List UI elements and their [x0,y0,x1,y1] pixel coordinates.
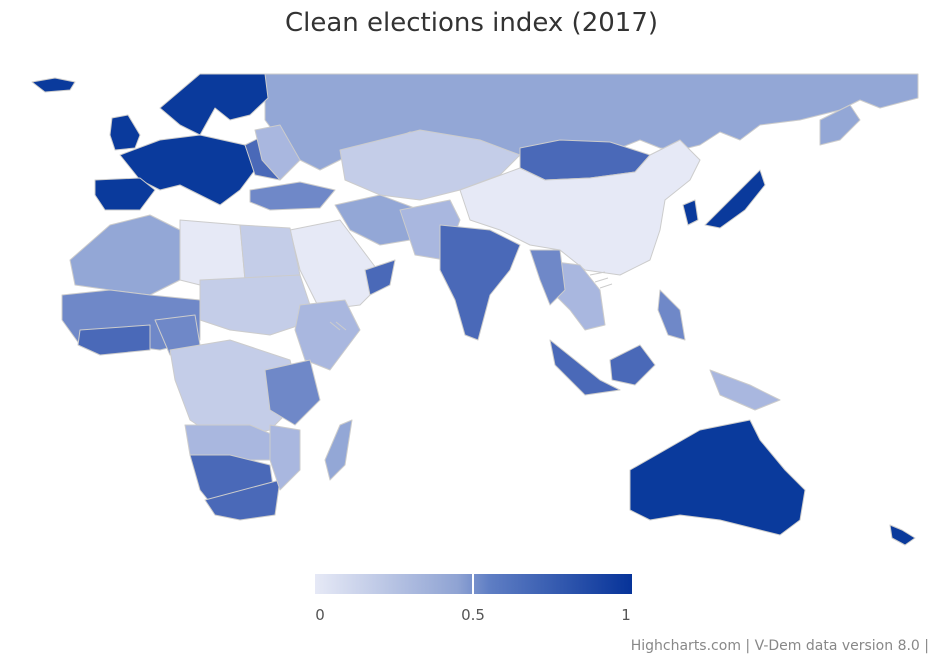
region-morocco-algeria[interactable] [69,214,181,296]
region-south-africa[interactable] [204,479,281,521]
region-oman[interactable] [364,259,396,296]
region-myanmar[interactable] [529,249,566,306]
world-map[interactable] [0,60,943,560]
credits-link[interactable]: Highcharts.com | V-Dem data version 8.0 … [630,638,929,654]
color-legend [315,574,632,594]
region-east-africa[interactable] [264,359,321,426]
region-philippines[interactable] [657,289,686,341]
chart-title: Clean elections index (2017) [284,8,659,38]
region-borneo[interactable] [609,344,656,386]
region-madagascar[interactable] [324,419,353,481]
region-gulf-guinea[interactable] [77,324,151,356]
region-egypt[interactable] [239,224,301,281]
region-belarus-ukraine[interactable] [254,124,301,181]
region-korea[interactable] [682,199,699,226]
region-new-zealand[interactable] [889,524,916,546]
region-png[interactable] [709,369,781,411]
region-india[interactable] [439,224,521,341]
region-libya[interactable] [179,219,246,286]
region-western-europe[interactable] [119,134,256,206]
region-no-data-kashmir [589,271,613,289]
region-china[interactable] [459,139,701,276]
region-kamchatka[interactable] [819,104,861,146]
region-iberia[interactable] [94,177,156,211]
region-horn-africa[interactable] [294,299,361,371]
legend-tick-mid: 0.5 [461,606,485,624]
region-mozambique[interactable] [269,424,301,491]
region-no-data-somaliland [329,321,347,331]
region-uk[interactable] [109,114,141,151]
region-iceland[interactable] [31,77,76,93]
legend-tick-min: 0 [315,606,325,624]
region-australia[interactable] [629,419,806,536]
region-turkey[interactable] [249,181,336,211]
region-japan[interactable] [704,169,766,229]
legend-mid-marker [472,574,474,594]
legend-tick-max: 1 [621,606,631,624]
region-indonesia[interactable] [549,339,621,396]
region-scandinavia[interactable] [159,73,269,136]
region-sudan-chad[interactable] [199,274,316,336]
